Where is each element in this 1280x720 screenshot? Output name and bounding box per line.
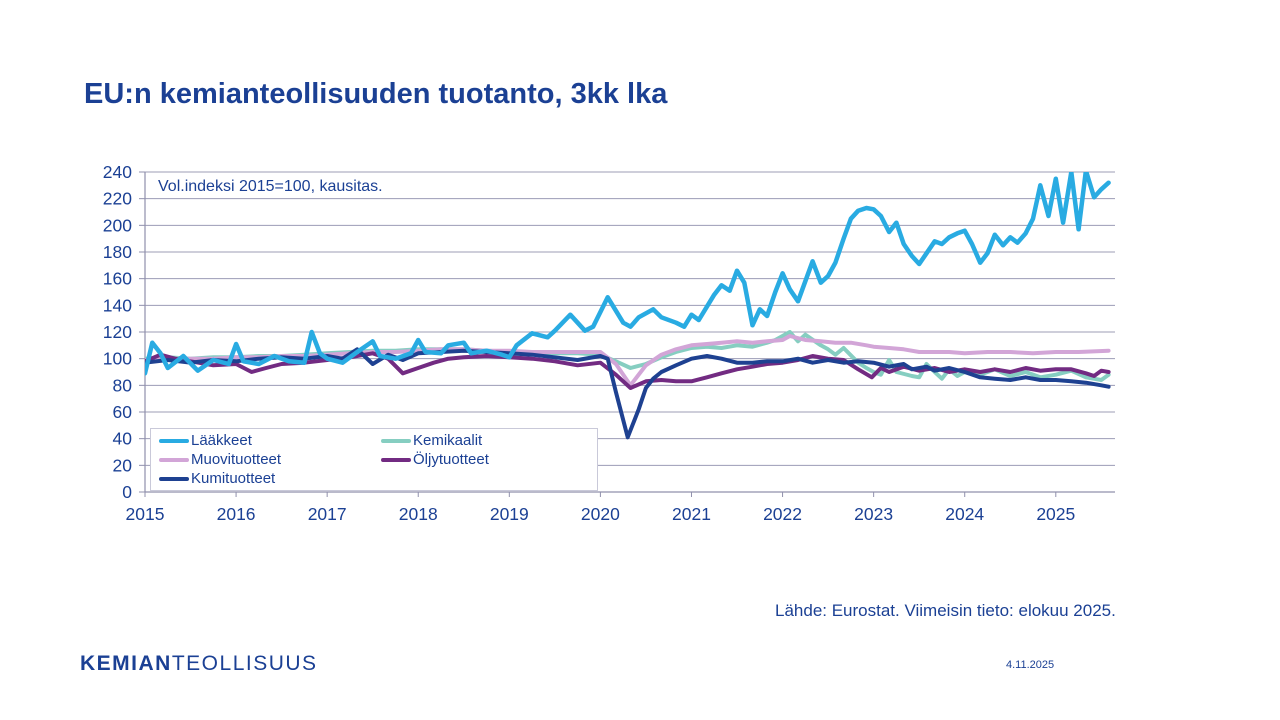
- series-line-lääkkeet: [145, 172, 1111, 376]
- x-tick-label: 2020: [581, 504, 620, 524]
- y-tick-label: 120: [103, 322, 132, 342]
- legend-item-muovituotteet: Muovituotteet: [159, 451, 381, 468]
- legend-label: Kemikaalit: [413, 432, 483, 449]
- legend-marker: [381, 457, 411, 462]
- x-axis-labels: 2015 2016 2017 2018 2019 2020 2021 2022 2023 2024…: [126, 492, 1075, 524]
- y-tick-label: 140: [103, 295, 132, 315]
- x-tick-label: 2016: [217, 504, 256, 524]
- axes: [144, 172, 1115, 493]
- x-tick-label: 2018: [399, 504, 438, 524]
- x-tick-label: 2021: [672, 504, 711, 524]
- y-tick-label: 100: [103, 349, 132, 369]
- x-tick-label: 2015: [126, 504, 165, 524]
- series-line-muovituotteet: [145, 334, 1111, 388]
- x-tick-label: 2017: [308, 504, 347, 524]
- x-tick-label: 2019: [490, 504, 529, 524]
- x-tick-label: 2022: [763, 504, 802, 524]
- legend-marker: [381, 438, 411, 443]
- y-tick-label: 20: [113, 455, 133, 475]
- y-tick-label: 240: [103, 162, 132, 182]
- y-tick-label: 160: [103, 269, 132, 289]
- y-tick-label: 40: [113, 429, 133, 449]
- y-tick-label: 200: [103, 215, 132, 235]
- x-tick-label: 2025: [1036, 504, 1075, 524]
- legend-label: Muovituotteet: [191, 451, 282, 468]
- source-text: Lähde: Eurostat. Viimeisin tieto: elokuu…: [775, 601, 1116, 620]
- legend-marker: [159, 476, 189, 481]
- page-title: EU:n kemianteollisuuden tuotanto, 3kk lk…: [84, 78, 668, 110]
- footer-date: 4.11.2025: [1006, 659, 1055, 671]
- legend-label: Kumituotteet: [191, 470, 276, 487]
- legend-item-öljytuotteet: Öljytuotteet: [381, 451, 597, 468]
- series-lines: [145, 172, 1111, 440]
- legend-item-kumituotteet: Kumituotteet: [159, 470, 381, 487]
- legend-marker: [159, 457, 189, 462]
- legend-item-lääkkeet: Lääkkeet: [159, 432, 381, 449]
- kemianteollisuus-logo: KEMIANTEOLLISUUS: [80, 652, 318, 676]
- x-tick-label: 2024: [945, 504, 984, 524]
- legend-item-kemikaalit: Kemikaalit: [381, 432, 597, 449]
- logo-text-light: TEOLLISUUS: [171, 652, 318, 675]
- y-tick-label: 0: [122, 482, 132, 502]
- legend-label: Lääkkeet: [191, 432, 252, 449]
- y-tick-label: 60: [113, 402, 133, 422]
- y-tick-label: 180: [103, 242, 132, 262]
- y-axis-labels: 0 20 40 60 80 100 120 140 160 180 200 220 240: [103, 162, 132, 502]
- legend-label: Öljytuotteet: [413, 451, 489, 468]
- logo-text-bold: KEMIAN: [80, 652, 172, 675]
- x-tick-label: 2023: [854, 504, 893, 524]
- legend-marker: [159, 438, 189, 443]
- gridlines: [139, 171, 1115, 493]
- chart-note: Vol.indeksi 2015=100, kausitas.: [158, 178, 383, 195]
- y-tick-label: 220: [103, 189, 132, 209]
- chart-legend: Lääkkeet Muovituotteet Kumituotteet Kemikaa…: [150, 428, 598, 491]
- y-tick-label: 80: [113, 375, 133, 395]
